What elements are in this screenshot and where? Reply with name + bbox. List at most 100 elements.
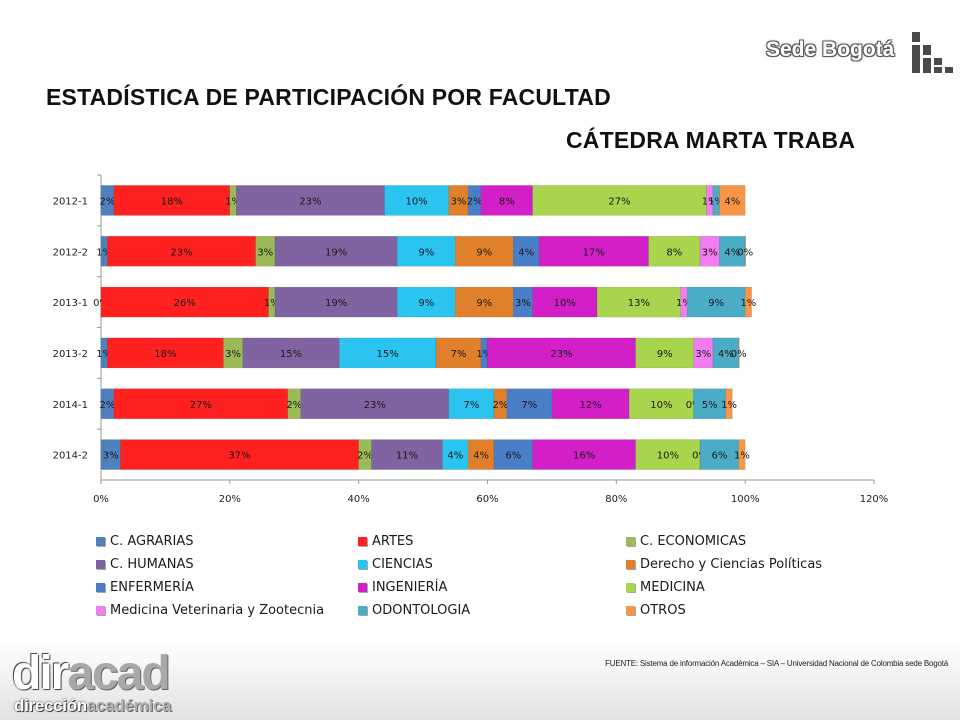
legend-label: MEDICINA (640, 580, 705, 595)
diracad-logo: diracad direcciónacadémica (8, 650, 198, 716)
legend-label: OTROS (640, 603, 686, 618)
category-label: 2013-1 (53, 298, 88, 309)
legend-swatch (96, 537, 105, 546)
bar-segment (371, 439, 443, 470)
legend-item: Medicina Veterinaria y Zootecnia (96, 599, 358, 622)
data-label: 4% (447, 451, 463, 462)
legend-item: ARTES (358, 530, 626, 553)
bar-segment (628, 388, 694, 419)
bar-segment (648, 236, 701, 267)
bar-segment (719, 185, 746, 216)
legend-item: Derecho y Ciencias Políticas (626, 553, 896, 576)
data-label: 23% (550, 349, 572, 360)
data-label: 6% (711, 451, 727, 462)
data-label: 3% (702, 247, 718, 258)
data-label: 16% (573, 451, 595, 462)
data-label: 1% (702, 196, 718, 207)
data-label: 10% (657, 451, 679, 462)
data-label: 17% (583, 247, 605, 258)
data-label: 9% (708, 298, 724, 309)
stacked-bar-chart: 0% 20% 40% 60% 80% 100% 120% 2012-1 2% 18% 1% 23% 10… (53, 174, 889, 505)
data-label: 18% (154, 349, 176, 360)
data-label: 1% (740, 298, 756, 309)
legend-item: MEDICINA (626, 576, 896, 599)
data-label: 37% (228, 451, 250, 462)
data-label: 3% (695, 349, 711, 360)
legend-label: INGENIERÍA (372, 580, 448, 595)
x-tick-label: 120% (860, 494, 889, 505)
data-label: 2% (100, 400, 116, 411)
data-label: 4% (718, 349, 734, 360)
legend-item: C. ECONOMICAS (626, 530, 896, 553)
data-label: 6% (505, 451, 521, 462)
bar-segment (455, 286, 514, 318)
legend-item: ODONTOLOGIA (358, 599, 626, 622)
data-label: 1% (225, 196, 241, 207)
bar-segment (744, 286, 752, 318)
bar-segment (538, 236, 649, 267)
data-label: 2% (357, 451, 373, 462)
legend-swatch (96, 606, 105, 615)
data-label: 9% (476, 247, 492, 258)
data-label: 18% (161, 196, 183, 207)
bar-segment (738, 439, 746, 470)
data-label: 2% (286, 400, 302, 411)
bar-segment (107, 236, 256, 267)
category-label: 2012-1 (53, 196, 88, 207)
legend-label: Derecho y Ciencias Políticas (640, 557, 823, 572)
data-label: 0% (737, 247, 753, 258)
x-tick-label: 40% (348, 494, 370, 505)
data-label: 23% (364, 400, 386, 411)
bar-segment (339, 337, 437, 369)
data-label: 5% (702, 400, 718, 411)
bar-segment (480, 185, 533, 216)
bar-segment (699, 439, 739, 470)
legend-swatch (96, 560, 105, 569)
legend-swatch (358, 537, 367, 546)
x-tick-label: 80% (605, 494, 627, 505)
sede-bogota-logo: Sede Bogotá (762, 28, 954, 76)
unal-mark-icon (912, 32, 953, 73)
data-label: 8% (499, 196, 515, 207)
data-label: 1% (96, 349, 112, 360)
bar-segment (397, 286, 456, 318)
bar-segment (113, 185, 231, 216)
data-label: 3% (515, 298, 531, 309)
data-label: 15% (280, 349, 302, 360)
data-label: 10% (406, 196, 428, 207)
bar-segment (455, 236, 514, 267)
bar-segment (384, 185, 450, 216)
bar-segment (274, 236, 398, 267)
data-label: 1% (96, 247, 112, 258)
data-label: 4% (724, 247, 740, 258)
data-label: 15% (377, 349, 399, 360)
legend-label: CIENCIAS (372, 557, 433, 572)
bar-segment (120, 439, 359, 470)
data-label: 27% (190, 400, 212, 411)
data-label: 19% (325, 247, 347, 258)
bar-segment (107, 337, 224, 369)
legend-swatch (626, 583, 635, 592)
legend-item: OTROS (626, 599, 896, 622)
legend-swatch (358, 606, 367, 615)
data-label: 4% (724, 196, 740, 207)
bar-segment (738, 337, 740, 369)
category-label: 2013-2 (53, 349, 88, 360)
bar-segment (300, 388, 450, 419)
bar-segment (551, 388, 630, 419)
data-label: 1% (676, 298, 692, 309)
bar-segment (635, 337, 694, 369)
data-label: 3% (451, 196, 467, 207)
data-label: 1% (734, 451, 750, 462)
bar-segment (532, 439, 636, 470)
data-label: 1% (264, 298, 280, 309)
bar-segment (467, 439, 495, 470)
legend-label: ODONTOLOGIA (372, 603, 471, 618)
category-label: 2014-2 (53, 451, 88, 462)
data-label: 13% (628, 298, 650, 309)
bar-segment (435, 337, 482, 369)
data-label: 9% (657, 349, 673, 360)
bar-segment (397, 236, 456, 267)
data-label: 2% (492, 400, 508, 411)
data-label: 9% (418, 247, 434, 258)
